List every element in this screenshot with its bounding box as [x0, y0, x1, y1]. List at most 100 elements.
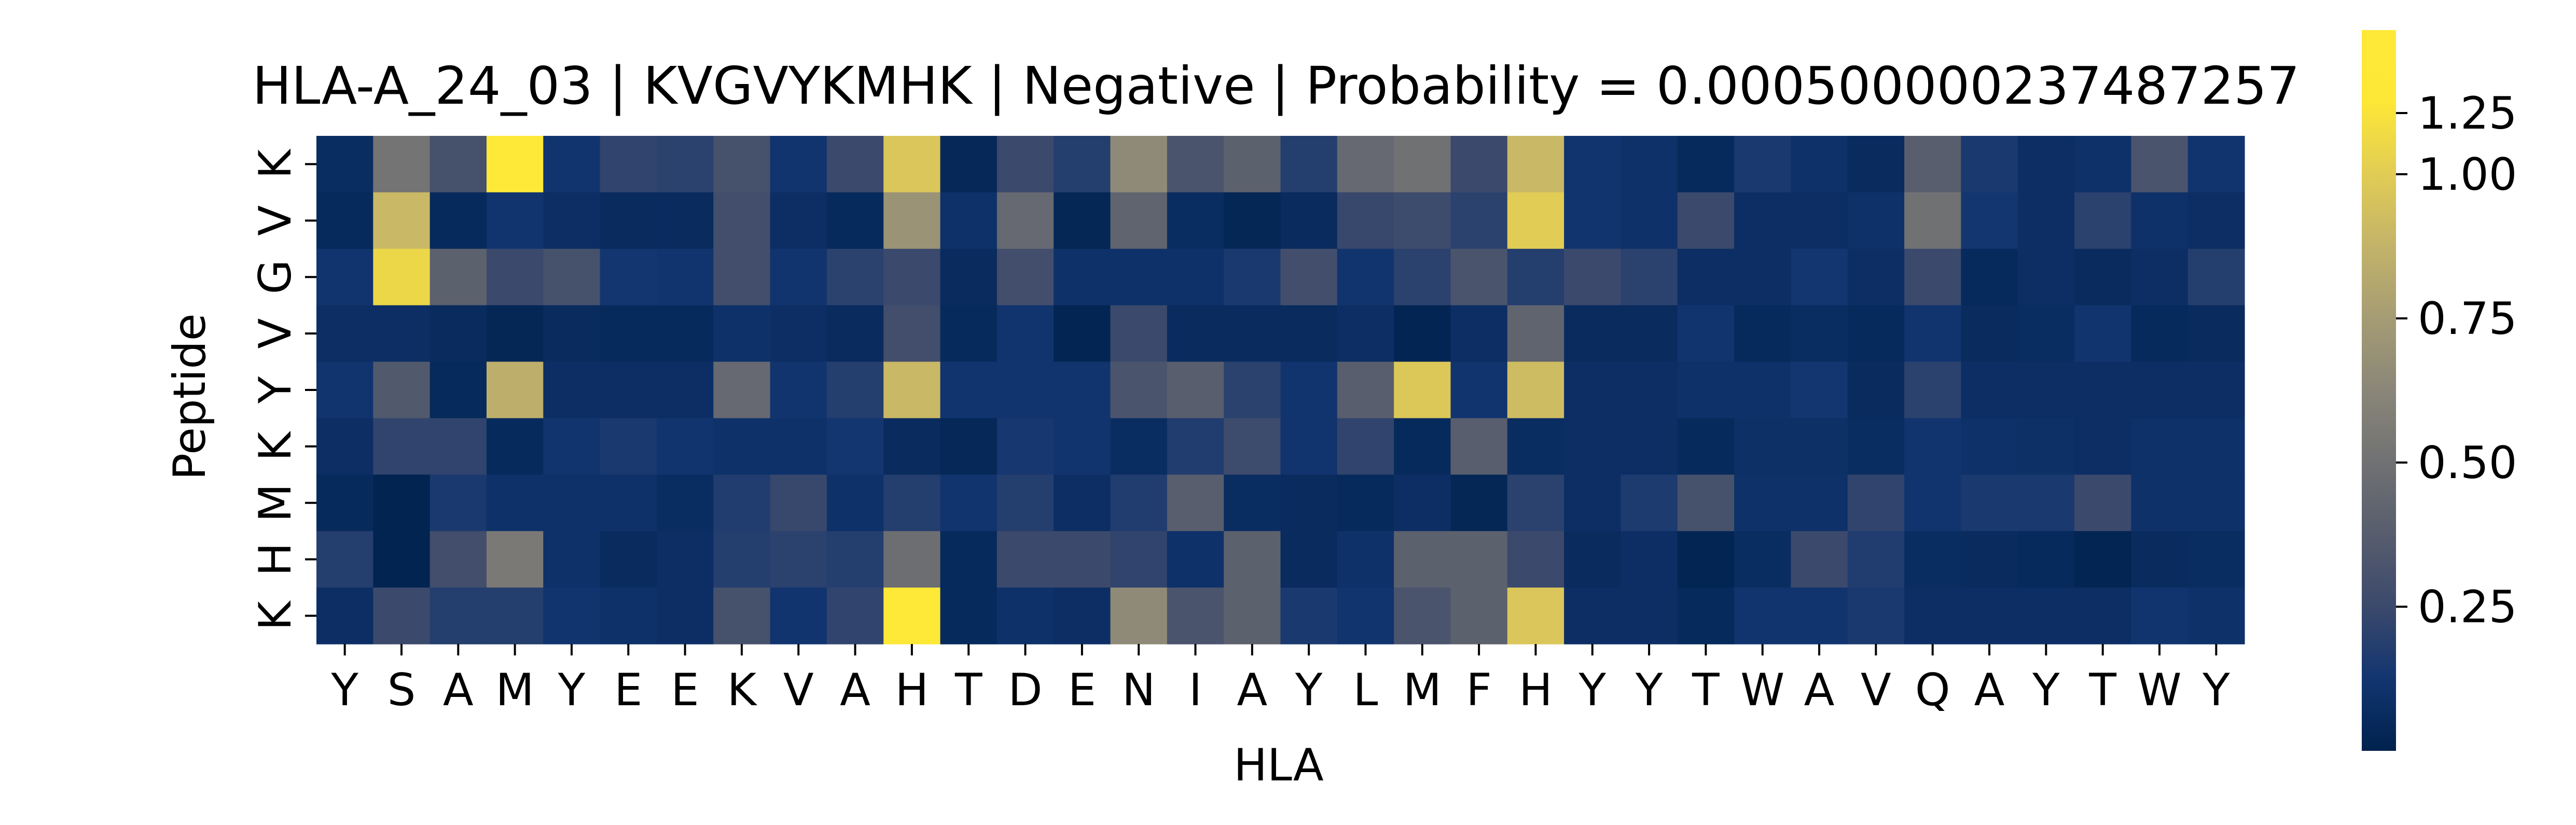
heatmap-cell	[430, 248, 487, 306]
heatmap-cell	[2017, 192, 2075, 249]
heatmap-cell	[996, 136, 1054, 193]
x-tick-label: M	[496, 664, 534, 716]
x-tick-label: V	[783, 664, 814, 716]
heatmap-cell	[2187, 474, 2245, 532]
heatmap-cell	[486, 588, 544, 645]
heatmap-cell	[940, 361, 998, 419]
heatmap-cell	[2187, 192, 2245, 249]
x-axis-label: HLA	[1234, 739, 1324, 791]
heatmap-cell	[1961, 474, 2018, 532]
heatmap-cell	[1791, 418, 1848, 475]
y-tick-label: K	[250, 600, 301, 631]
heatmap-cell	[1337, 192, 1394, 249]
heatmap-cell	[1847, 531, 1905, 588]
heatmap-cell	[1337, 474, 1394, 532]
heatmap-cell	[1167, 136, 1224, 193]
heatmap-cell	[2017, 136, 2075, 193]
heatmap-cell	[2131, 531, 2189, 588]
heatmap-cell	[1280, 418, 1338, 475]
heatmap-cell	[430, 418, 487, 475]
heatmap-cell	[316, 531, 373, 588]
x-tick-label: Y	[2202, 664, 2230, 716]
x-tick-label: F	[1466, 664, 1491, 716]
heatmap-cell	[1677, 588, 1735, 645]
x-tick-label: T	[1692, 664, 1720, 716]
heatmap-cell	[486, 361, 544, 419]
heatmap-cell	[713, 136, 771, 193]
colorbar-ticks: 0.25 0.50 0.75 1.00 1.25	[2396, 88, 2517, 633]
heatmap-cell	[1564, 531, 1622, 588]
heatmap-cell	[1167, 474, 1224, 532]
heatmap-cell	[600, 361, 657, 419]
heatmap-cell	[770, 474, 827, 532]
heatmap-cell	[1450, 192, 1508, 249]
heatmap-cell	[1904, 136, 1961, 193]
heatmap-cell	[1961, 248, 2018, 306]
heatmap-cell	[713, 248, 771, 306]
heatmap-cell	[1507, 588, 1564, 645]
heatmap-cell	[2187, 305, 2245, 362]
heatmap-cell	[770, 248, 827, 306]
heatmap-cell	[1677, 136, 1735, 193]
heatmap-cell	[1677, 418, 1735, 475]
heatmap-cell	[996, 361, 1054, 419]
heatmap-cell	[2131, 474, 2189, 532]
heatmap-cell	[2074, 136, 2131, 193]
heatmap-cell	[1167, 305, 1224, 362]
heatmap-cell	[543, 305, 601, 362]
heatmap-cell	[770, 361, 827, 419]
heatmap-cell	[2131, 361, 2189, 419]
heatmap-cell	[2131, 418, 2189, 475]
heatmap-cell	[600, 305, 657, 362]
heatmap-cell	[1734, 136, 1792, 193]
heatmap-cell	[1450, 248, 1508, 306]
heatmap-cell	[940, 418, 998, 475]
heatmap-cell	[430, 474, 487, 532]
heatmap-cell	[1677, 305, 1735, 362]
heatmap-cell	[373, 531, 431, 588]
x-tick-label: V	[1861, 664, 1891, 716]
heatmap-cell	[600, 192, 657, 249]
heatmap-cell	[316, 248, 373, 306]
heatmap-cell	[543, 531, 601, 588]
heatmap-cell	[373, 136, 431, 193]
heatmap-cell	[656, 418, 714, 475]
heatmap-cell	[1224, 474, 1281, 532]
heatmap-cell	[1054, 474, 1111, 532]
x-tick-label: Y	[1635, 664, 1663, 716]
heatmap-cell	[543, 474, 601, 532]
heatmap-cell	[883, 361, 941, 419]
colorbar-tick-label: 0.75	[2418, 293, 2517, 345]
heatmap-cell	[543, 361, 601, 419]
heatmap-cell	[2131, 192, 2189, 249]
heatmap-cell	[1167, 192, 1224, 249]
heatmap-cell	[1621, 248, 1678, 306]
colorbar-tick-label: 0.25	[2418, 581, 2517, 633]
heatmap-cell	[996, 588, 1054, 645]
heatmap-cell	[1904, 248, 1961, 306]
heatmap-cell	[316, 136, 373, 193]
heatmap-cell	[2131, 305, 2189, 362]
heatmap-cell	[1394, 136, 1451, 193]
heatmap-cell	[1394, 305, 1451, 362]
heatmap-cell	[430, 531, 487, 588]
heatmap-cell	[373, 248, 431, 306]
x-tick-label: E	[1068, 664, 1096, 716]
heatmap-cell	[826, 474, 884, 532]
heatmap-cell	[1961, 361, 2018, 419]
heatmap-cell	[1904, 192, 1961, 249]
heatmap-cell	[1224, 531, 1281, 588]
heatmap-cell	[2017, 248, 2075, 306]
y-tick-label: M	[250, 484, 301, 522]
heatmap-cell	[2187, 248, 2245, 306]
y-tick-label: G	[250, 260, 301, 295]
heatmap-cell	[1961, 192, 2018, 249]
heatmap-cell	[1394, 248, 1451, 306]
heatmap-cell	[373, 474, 431, 532]
x-tick-label: N	[1122, 664, 1155, 716]
y-tick-label: H	[250, 542, 301, 576]
heatmap-cell	[1507, 361, 1564, 419]
heatmap-cell	[1564, 305, 1622, 362]
x-tick-label: W	[1740, 664, 1784, 716]
